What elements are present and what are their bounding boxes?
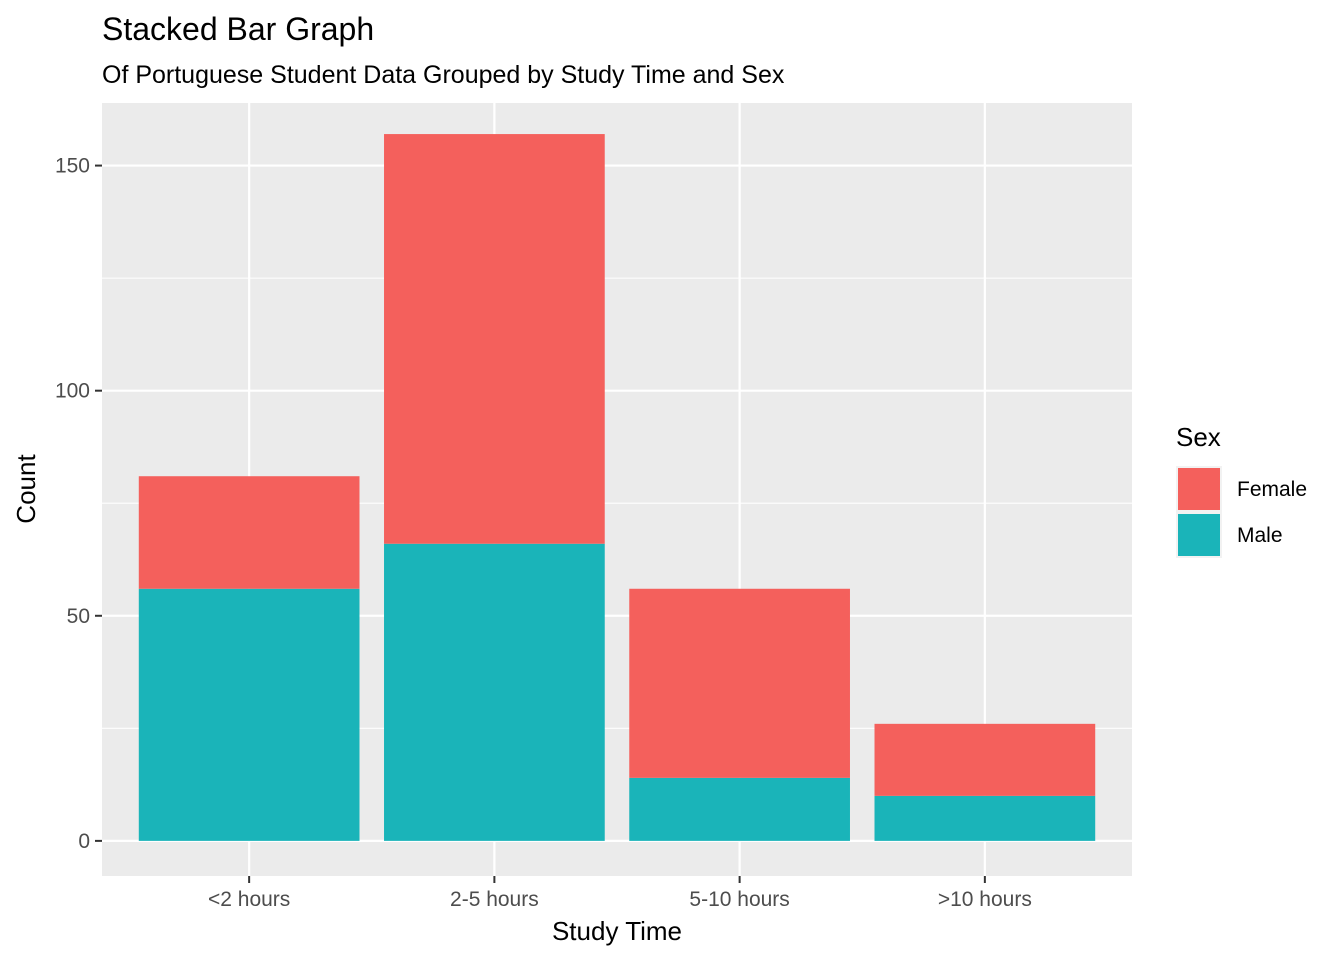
y-tick-label: 50 (67, 605, 90, 628)
legend-label-male: Male (1237, 524, 1283, 547)
bar-female-1 (138, 476, 360, 589)
y-tick-label: 0 (78, 830, 90, 853)
y-axis: 0 50 100 150 (55, 155, 102, 853)
x-tick-label: 2-5 hours (450, 888, 539, 911)
bar-male-3 (629, 777, 850, 841)
bar-female-2 (384, 134, 605, 544)
chart-title: Stacked Bar Graph (102, 11, 374, 47)
bar-female-4 (874, 723, 1096, 796)
y-axis-title: Count (11, 454, 41, 524)
bar-male-1 (138, 588, 360, 841)
x-axis: <2 hours 2-5 hours 5-10 hours >10 hours (208, 876, 1032, 911)
legend-label-female: Female (1237, 478, 1307, 501)
y-tick-label: 100 (55, 380, 90, 403)
y-tick-label: 150 (55, 155, 90, 178)
bar-female-3 (629, 588, 850, 778)
legend-swatch-female (1178, 468, 1220, 510)
legend-swatch-male (1178, 514, 1220, 556)
legend-title: Sex (1176, 422, 1221, 452)
x-tick-label: <2 hours (208, 888, 290, 911)
x-tick-label: 5-10 hours (689, 888, 789, 911)
x-axis-title: Study Time (552, 916, 682, 946)
x-tick-label: >10 hours (938, 888, 1032, 911)
chart-subtitle: Of Portuguese Student Data Grouped by St… (102, 61, 785, 89)
bar-male-2 (384, 543, 605, 841)
legend: Sex Female Male (1176, 422, 1307, 558)
bars (138, 134, 1096, 841)
bar-male-4 (874, 795, 1096, 841)
